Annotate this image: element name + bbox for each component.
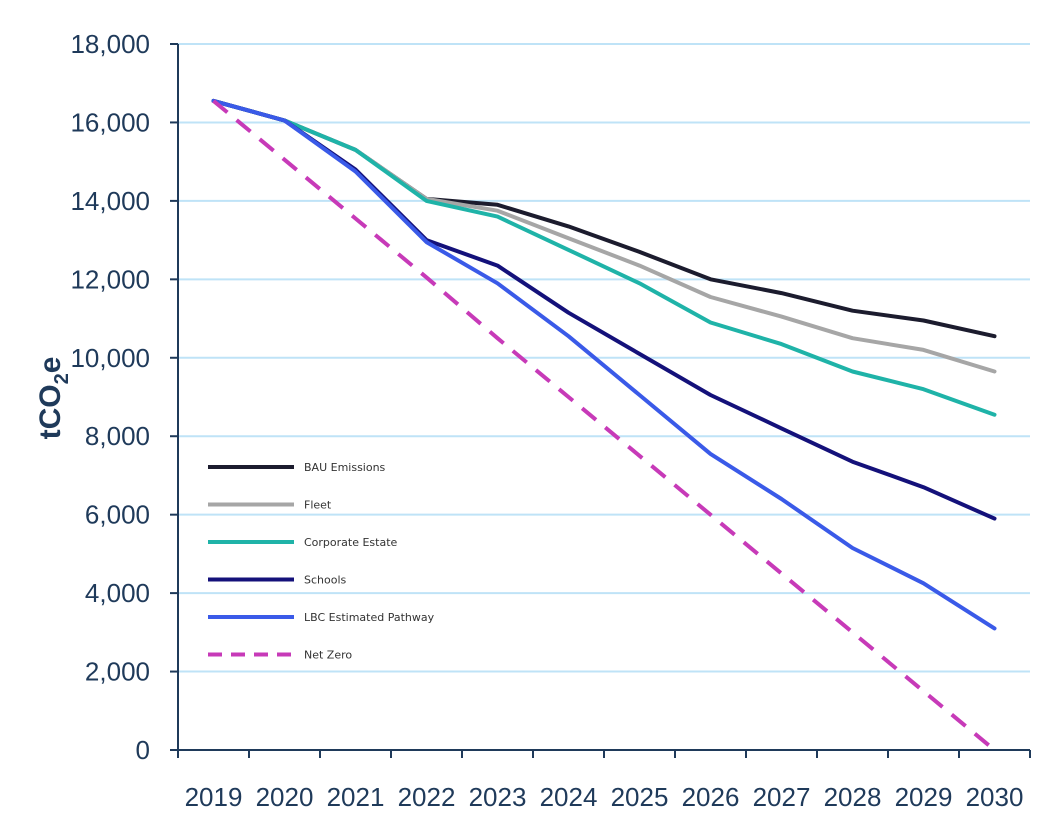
legend-item: LBC Estimated Pathway bbox=[208, 611, 435, 624]
y-tick-label: 16,000 bbox=[70, 107, 150, 137]
x-tick-label: 2019 bbox=[185, 782, 243, 812]
legend-item: BAU Emissions bbox=[208, 461, 386, 474]
legend-label: Net Zero bbox=[304, 649, 352, 662]
legend-label: Fleet bbox=[304, 499, 332, 512]
legend-item: Corporate Estate bbox=[208, 536, 398, 549]
axes bbox=[170, 43, 1031, 758]
legend-label: BAU Emissions bbox=[304, 461, 386, 474]
legend-label: Corporate Estate bbox=[304, 536, 398, 549]
x-tick-label: 2030 bbox=[966, 782, 1024, 812]
x-tick-label: 2020 bbox=[256, 782, 314, 812]
y-tick-label: 14,000 bbox=[70, 186, 150, 216]
legend: BAU Emissions Fleet Corporate Estate School… bbox=[208, 461, 435, 662]
x-tick-label: 2026 bbox=[682, 782, 740, 812]
x-tick-label: 2029 bbox=[895, 782, 953, 812]
y-tick-label: 2,000 bbox=[85, 657, 150, 687]
y-tick-label: 12,000 bbox=[70, 264, 150, 294]
legend-item: Net Zero bbox=[208, 649, 352, 662]
y-tick-label: 8,000 bbox=[85, 421, 150, 451]
x-tick-label: 2022 bbox=[398, 782, 456, 812]
series-line-net-zero bbox=[212, 99, 996, 752]
series-line-schools bbox=[211, 98, 997, 521]
series-line-bau-emissions bbox=[211, 98, 997, 339]
y-tick-label: 6,000 bbox=[85, 500, 150, 530]
x-tick-label: 2024 bbox=[540, 782, 598, 812]
gridlines bbox=[178, 43, 1030, 673]
legend-label: LBC Estimated Pathway bbox=[304, 611, 435, 624]
x-tick-labels: 2019 2020 2021 2022 2023 2024 2025 2026 2027 2028… bbox=[185, 782, 1024, 812]
x-tick-label: 2023 bbox=[469, 782, 527, 812]
y-tick-label: 10,000 bbox=[70, 343, 150, 373]
y-tick-label: 0 bbox=[136, 735, 150, 765]
y-axis-label-tail: e bbox=[34, 357, 67, 374]
y-axis-label: tCO2e bbox=[34, 357, 73, 440]
legend-label: Schools bbox=[304, 574, 347, 587]
y-tick-label: 18,000 bbox=[70, 29, 150, 59]
series-line-lbc-estimated-pathway bbox=[211, 98, 997, 631]
y-tick-label: 4,000 bbox=[85, 578, 150, 608]
y-axis-label-subscript: 2 bbox=[51, 373, 73, 384]
series-line-corporate-estate bbox=[211, 98, 997, 417]
series-lines bbox=[211, 98, 997, 752]
x-tick-label: 2027 bbox=[753, 782, 811, 812]
x-tick-label: 2021 bbox=[327, 782, 385, 812]
x-tick-label: 2025 bbox=[611, 782, 669, 812]
y-tick-labels: 0 2,000 4,000 6,000 8,000 10,000 12,000 14,000 1… bbox=[70, 29, 150, 765]
x-tick-label: 2028 bbox=[824, 782, 882, 812]
y-axis-label-main: tCO bbox=[34, 384, 67, 439]
legend-item: Fleet bbox=[208, 499, 332, 512]
legend-item: Schools bbox=[208, 574, 347, 587]
